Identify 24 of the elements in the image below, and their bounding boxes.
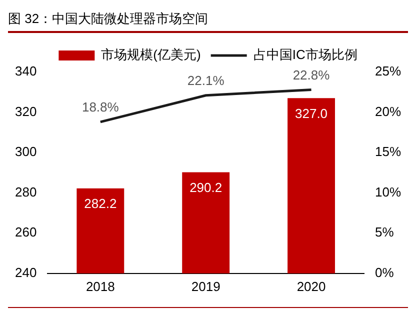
x-tick-label: 2020 (296, 278, 326, 294)
y-tick-label: 280 (14, 184, 37, 200)
y-tick-label: 300 (14, 144, 37, 160)
y-tick-label: 340 (14, 64, 37, 79)
legend-label: 市场规模(亿美元) (101, 47, 201, 62)
y2-tick-label: 15% (374, 144, 402, 160)
y2-tick-label: 10% (374, 184, 402, 200)
data-label: 327.0 (294, 106, 328, 121)
x-tick-label: 2019 (191, 278, 220, 294)
data-label: 18.8% (82, 100, 120, 115)
legend-label: 占中国IC市场比例 (253, 47, 358, 62)
chart-title: 图 32：中国大陆微处理器市场空间 (8, 10, 210, 28)
y2-tick-label: 5% (374, 224, 394, 240)
y-tick-label: 260 (14, 224, 37, 240)
data-label: 22.8% (292, 67, 330, 82)
y2-tick-label: 25% (374, 64, 402, 79)
x-tick-label: 2018 (86, 278, 115, 294)
y2-tick-label: 0% (374, 264, 394, 280)
y-tick-label: 320 (14, 104, 37, 119)
data-label: 282.2 (84, 196, 117, 211)
data-label: 22.1% (187, 72, 225, 88)
data-label: 290.2 (190, 180, 222, 195)
y-tick-label: 240 (14, 264, 37, 280)
y2-tick-label: 20% (374, 104, 402, 119)
